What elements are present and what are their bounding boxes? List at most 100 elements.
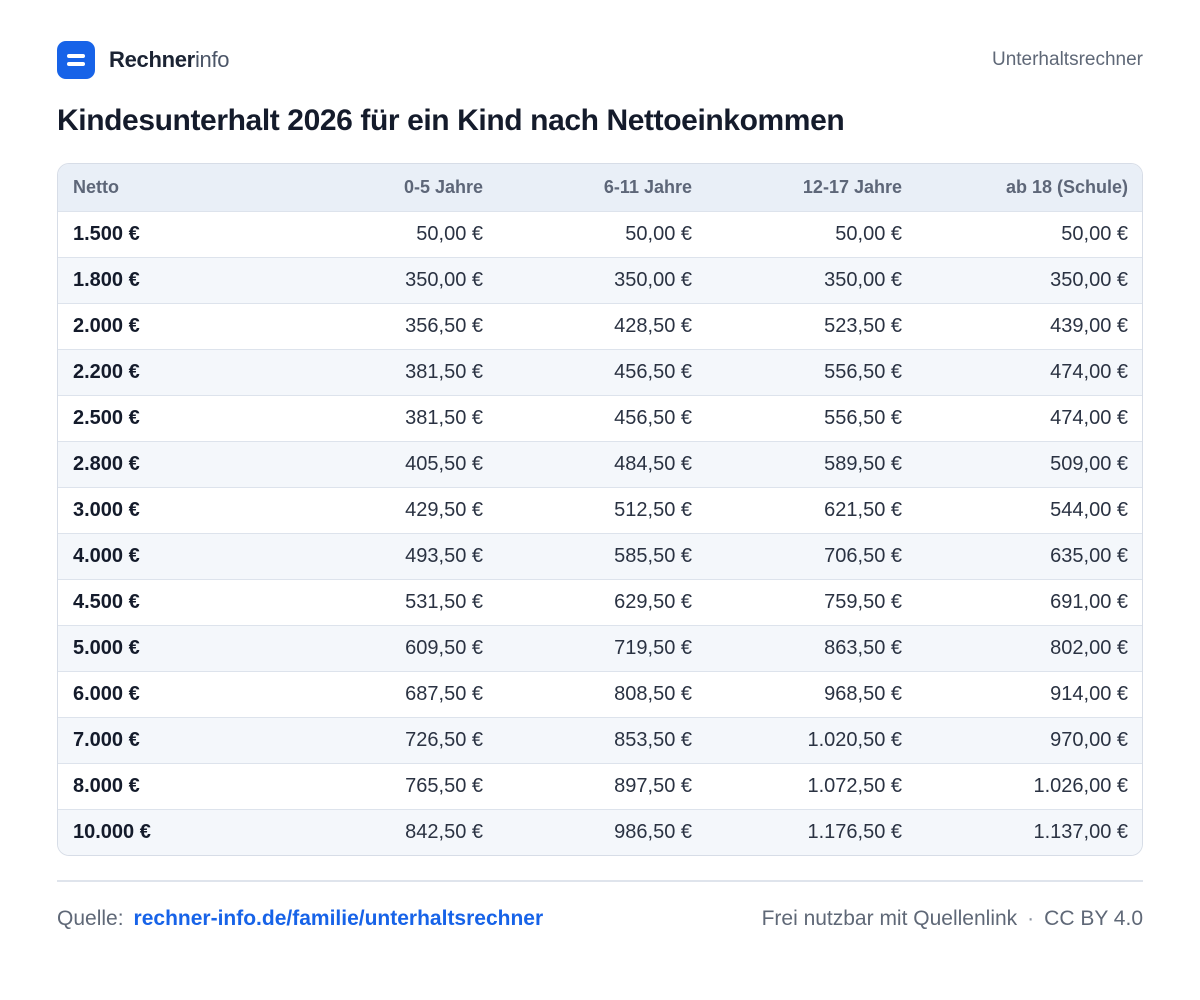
cell-age-0-5: 429,50 € [290, 486, 499, 533]
brand-name: Rechnerinfo [109, 47, 230, 73]
cell-age-12-17: 523,50 € [708, 302, 918, 349]
table-row: 2.800 €405,50 €484,50 €589,50 €509,00 € [58, 440, 1142, 487]
cell-netto: 2.800 € [58, 440, 290, 487]
license-name: CC BY 4.0 [1044, 907, 1143, 930]
column-header-age-0-5: 0-5 Jahre [290, 164, 499, 211]
page-title: Kindesunterhalt 2026 für ein Kind nach N… [57, 104, 845, 137]
cell-age-6-11: 853,50 € [499, 716, 708, 763]
cell-netto: 8.000 € [58, 762, 290, 809]
cell-netto: 5.000 € [58, 624, 290, 671]
cell-age-0-5: 381,50 € [290, 348, 499, 395]
cell-age-18-school: 691,00 € [918, 578, 1142, 625]
table-row: 4.000 €493,50 €585,50 €706,50 €635,00 € [58, 532, 1142, 579]
brand-name-light: info [194, 47, 230, 72]
cell-age-6-11: 719,50 € [499, 624, 708, 671]
cell-age-12-17: 968,50 € [708, 670, 918, 717]
cell-netto: 2.000 € [58, 302, 290, 349]
cell-age-18-school: 350,00 € [918, 256, 1142, 303]
cell-age-0-5: 381,50 € [290, 394, 499, 441]
cell-age-0-5: 765,50 € [290, 762, 499, 809]
cell-age-6-11: 897,50 € [499, 762, 708, 809]
source: Quelle: rechner-info.de/familie/unterhal… [57, 907, 543, 931]
cell-age-18-school: 635,00 € [918, 532, 1142, 579]
brand[interactable]: Rechnerinfo [57, 41, 230, 79]
separator: · [1027, 907, 1035, 930]
cell-age-18-school: 474,00 € [918, 394, 1142, 441]
cell-age-6-11: 986,50 € [499, 808, 708, 855]
cell-age-12-17: 556,50 € [708, 348, 918, 395]
source-label: Quelle: [57, 907, 124, 930]
cell-age-0-5: 350,00 € [290, 256, 499, 303]
cell-age-0-5: 50,00 € [290, 210, 499, 257]
cell-netto: 4.500 € [58, 578, 290, 625]
cell-age-12-17: 350,00 € [708, 256, 918, 303]
column-header-age-6-11: 6-11 Jahre [499, 164, 708, 211]
cell-age-6-11: 585,50 € [499, 532, 708, 579]
logo-bar-top [67, 54, 85, 58]
cell-age-6-11: 428,50 € [499, 302, 708, 349]
cell-age-12-17: 706,50 € [708, 532, 918, 579]
cell-age-12-17: 1.072,50 € [708, 762, 918, 809]
table-row: 4.500 €531,50 €629,50 €759,50 €691,00 € [58, 578, 1142, 625]
cell-netto: 4.000 € [58, 532, 290, 579]
section-label: Unterhaltsrechner [991, 49, 1143, 70]
cell-age-12-17: 863,50 € [708, 624, 918, 671]
source-link[interactable]: rechner-info.de/familie/unterhaltsrechne… [133, 907, 544, 930]
cell-age-0-5: 531,50 € [290, 578, 499, 625]
table-row: 1.500 €50,00 €50,00 €50,00 €50,00 € [58, 210, 1142, 257]
cell-netto: 3.000 € [58, 486, 290, 533]
table-row: 10.000 €842,50 €986,50 €1.176,50 €1.137,… [58, 808, 1142, 855]
cell-age-12-17: 759,50 € [708, 578, 918, 625]
license-text: Frei nutzbar mit Quellenlink [761, 907, 1018, 930]
cell-netto: 1.800 € [58, 256, 290, 303]
cell-age-12-17: 556,50 € [708, 394, 918, 441]
footer-divider [57, 880, 1143, 882]
column-header-age-12-17: 12-17 Jahre [708, 164, 918, 211]
cell-age-12-17: 589,50 € [708, 440, 918, 487]
cell-netto: 2.500 € [58, 394, 290, 441]
top-bar: Rechnerinfo Unterhaltsrechner [57, 40, 1143, 80]
cell-age-6-11: 456,50 € [499, 394, 708, 441]
cell-age-6-11: 484,50 € [499, 440, 708, 487]
cell-age-0-5: 493,50 € [290, 532, 499, 579]
cell-netto: 2.200 € [58, 348, 290, 395]
table-row: 2.000 €356,50 €428,50 €523,50 €439,00 € [58, 302, 1142, 349]
cell-age-18-school: 439,00 € [918, 302, 1142, 349]
table-header-row: Netto 0-5 Jahre 6-11 Jahre 12-17 Jahre a… [58, 164, 1142, 211]
cell-age-18-school: 474,00 € [918, 348, 1142, 395]
table-row: 8.000 €765,50 €897,50 €1.072,50 €1.026,0… [58, 762, 1142, 809]
table-row: 5.000 €609,50 €719,50 €863,50 €802,00 € [58, 624, 1142, 671]
cell-netto: 1.500 € [58, 210, 290, 257]
cell-age-0-5: 356,50 € [290, 302, 499, 349]
cell-age-12-17: 1.020,50 € [708, 716, 918, 763]
cell-age-6-11: 808,50 € [499, 670, 708, 717]
cell-age-0-5: 687,50 € [290, 670, 499, 717]
cell-age-6-11: 50,00 € [499, 210, 708, 257]
cell-netto: 10.000 € [58, 808, 290, 855]
menu-lines-icon [57, 41, 95, 79]
cell-age-0-5: 609,50 € [290, 624, 499, 671]
maintenance-table: Netto 0-5 Jahre 6-11 Jahre 12-17 Jahre a… [57, 163, 1143, 856]
cell-age-6-11: 456,50 € [499, 348, 708, 395]
cell-age-18-school: 914,00 € [918, 670, 1142, 717]
brand-name-strong: Rechner [109, 47, 195, 72]
cell-age-6-11: 629,50 € [499, 578, 708, 625]
table-row: 2.200 €381,50 €456,50 €556,50 €474,00 € [58, 348, 1142, 395]
cell-age-18-school: 1.137,00 € [918, 808, 1142, 855]
cell-age-6-11: 350,00 € [499, 256, 708, 303]
cell-netto: 6.000 € [58, 670, 290, 717]
cell-age-12-17: 50,00 € [708, 210, 918, 257]
cell-age-18-school: 509,00 € [918, 440, 1142, 487]
table-row: 6.000 €687,50 €808,50 €968,50 €914,00 € [58, 670, 1142, 717]
cell-age-12-17: 621,50 € [708, 486, 918, 533]
cell-age-18-school: 50,00 € [918, 210, 1142, 257]
cell-age-0-5: 842,50 € [290, 808, 499, 855]
cell-age-0-5: 726,50 € [290, 716, 499, 763]
column-header-age-18-school: ab 18 (Schule) [918, 164, 1142, 211]
table-row: 7.000 €726,50 €853,50 €1.020,50 €970,00 … [58, 716, 1142, 763]
table-row: 3.000 €429,50 €512,50 €621,50 €544,00 € [58, 486, 1142, 533]
footer: Quelle: rechner-info.de/familie/unterhal… [57, 904, 1143, 934]
cell-netto: 7.000 € [58, 716, 290, 763]
cell-age-18-school: 544,00 € [918, 486, 1142, 533]
